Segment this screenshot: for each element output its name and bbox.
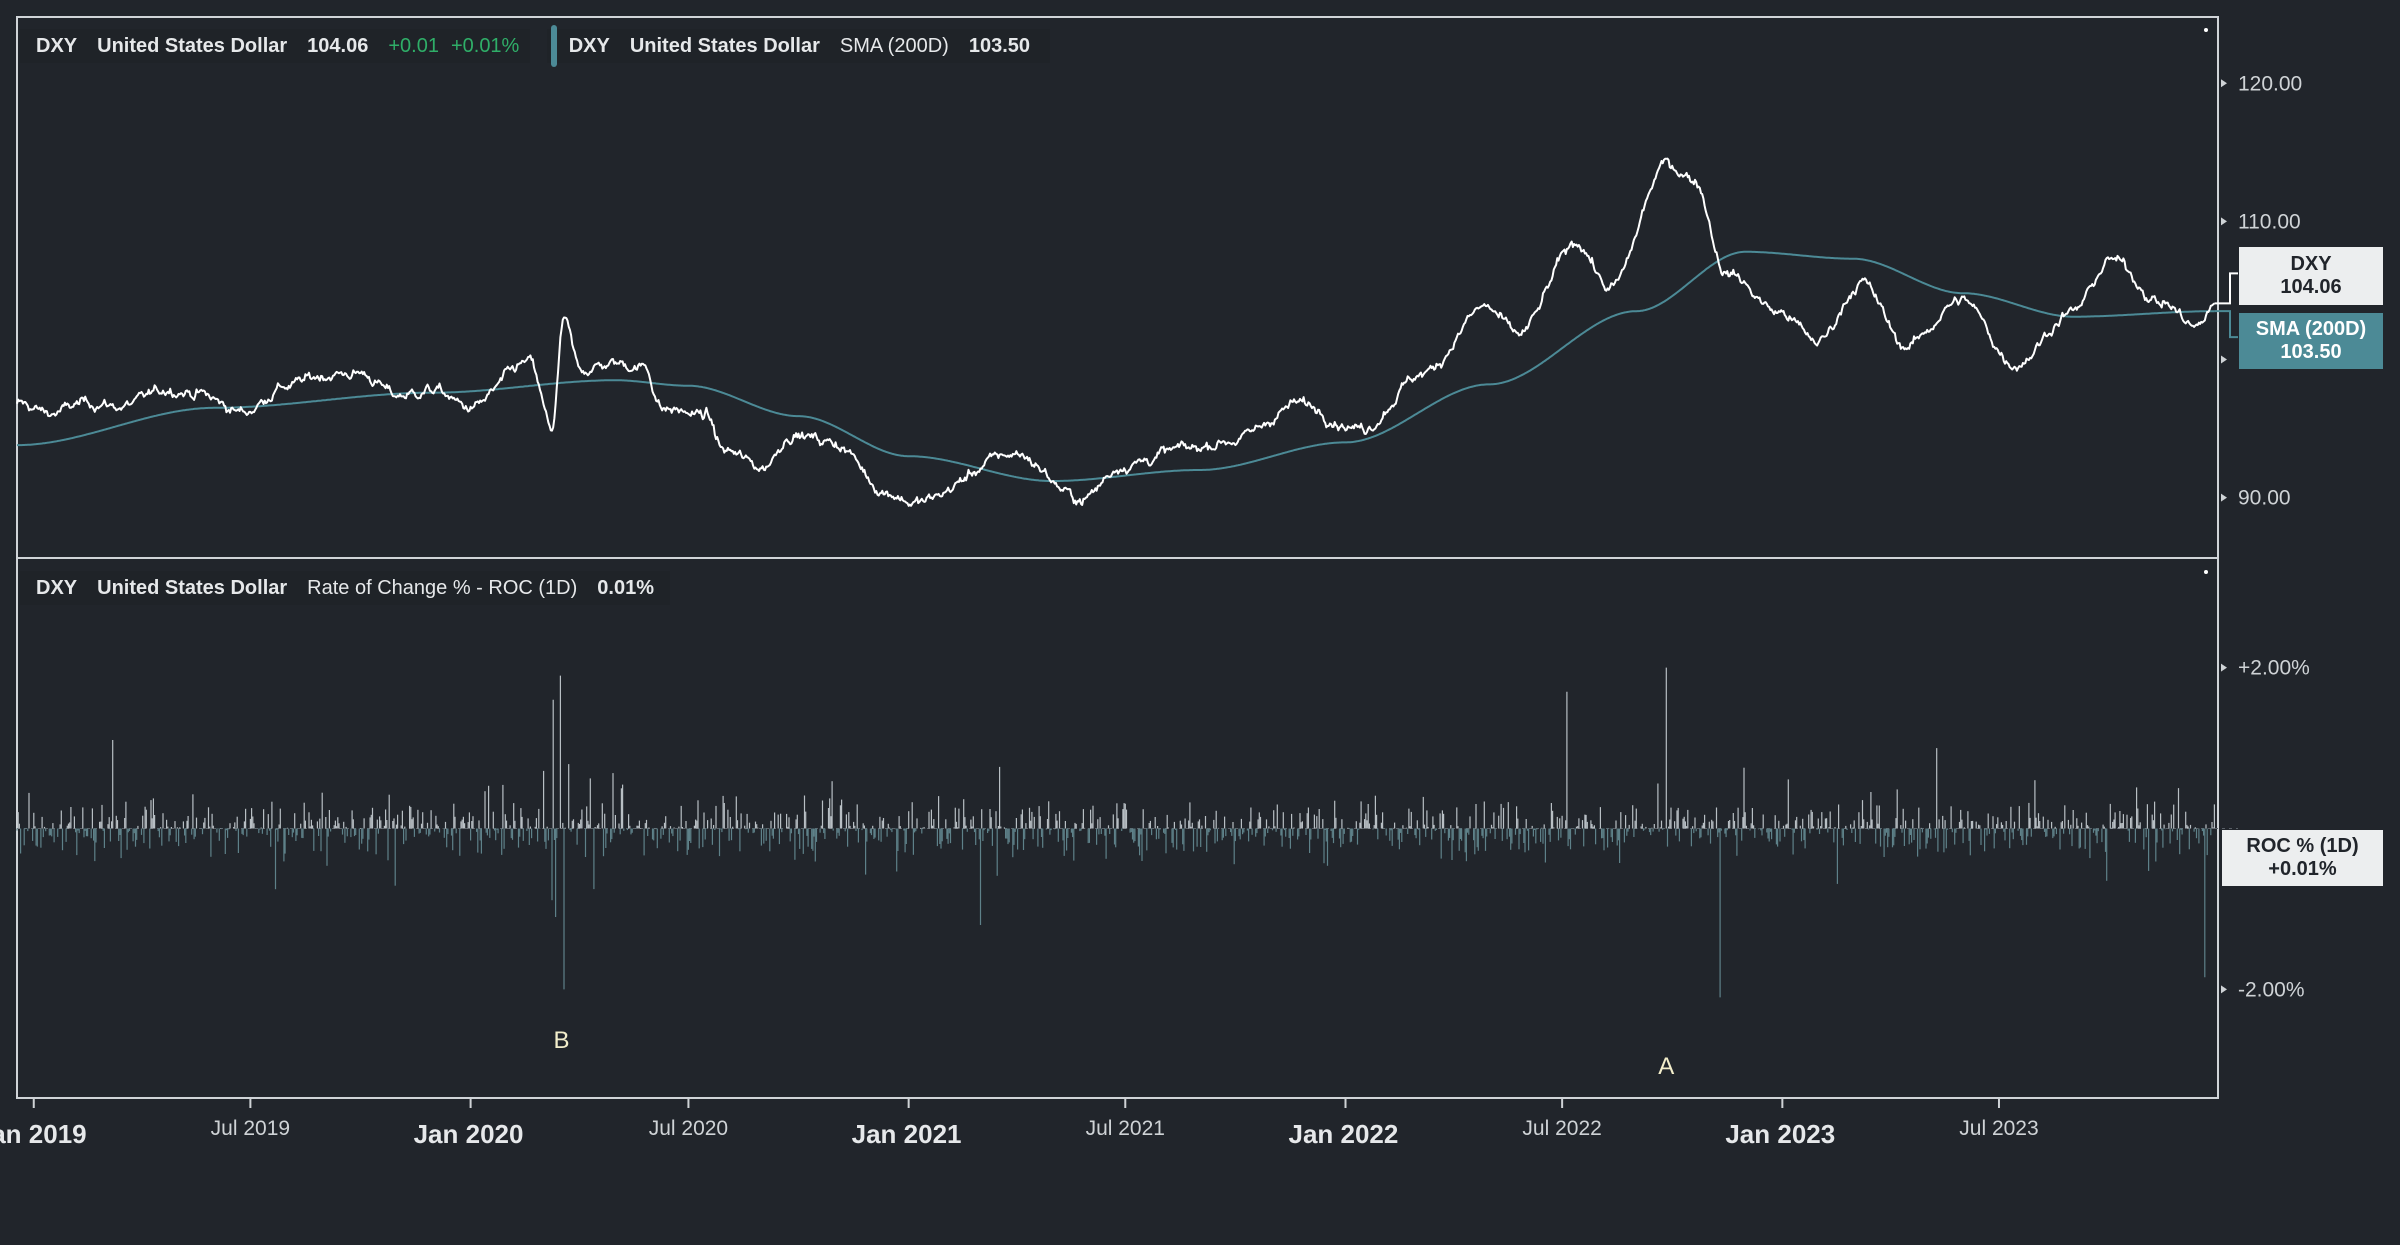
roc-legend-ticker: DXY	[36, 576, 78, 599]
price-ytick-label: 90.00	[2238, 487, 2291, 510]
price-legend-change: +0.01	[388, 34, 439, 57]
price-ytick-marker	[2221, 493, 2227, 502]
x-tick-label: Jan 2021	[852, 1119, 962, 1149]
roc-legend-value: 0.01%	[597, 576, 654, 599]
price-last-connector	[2214, 272, 2238, 305]
price-legend-ticker: DXY	[36, 34, 78, 57]
price-tag: DXY 104.06	[2239, 247, 2383, 305]
sma-series-line	[17, 250, 2215, 482]
panel-corner-dot	[2204, 28, 2208, 32]
sma-legend[interactable]: DXY United States Dollar SMA (200D) 103.…	[547, 25, 1050, 67]
price-ytick-marker	[2221, 355, 2227, 364]
x-tick-label: Jul 2023	[1959, 1117, 2038, 1140]
price-legend-change-pct: +0.01%	[450, 34, 520, 57]
roc-bars-group	[16, 667, 2215, 998]
roc-legend-indicator: Rate of Change % - ROC (1D)	[307, 576, 578, 599]
roc-ytick-marker	[2221, 985, 2227, 994]
price-tag-value: 104.06	[2280, 276, 2342, 298]
panel-corner-dot	[2204, 570, 2208, 574]
x-tick-label: Jan 2020	[414, 1119, 524, 1149]
sma-legend-name: United States Dollar	[629, 34, 820, 57]
roc-ytick-marker	[2221, 663, 2227, 672]
x-tick-label: Jul 2020	[649, 1117, 728, 1140]
price-series-line	[16, 157, 2216, 507]
x-tick-label: Jan 2019	[0, 1119, 87, 1149]
sma-tag: SMA (200D) 103.50	[2239, 313, 2383, 369]
roc-tag-value: +0.01%	[2268, 858, 2337, 880]
price-ytick-label: 110.00	[2238, 210, 2301, 233]
price-tag-label: DXY	[2290, 253, 2332, 275]
price-ytick-marker	[2221, 79, 2227, 88]
sma-tag-label: SMA (200D)	[2255, 318, 2367, 340]
roc-legend-name: United States Dollar	[97, 576, 288, 599]
sma-legend-swatch	[551, 25, 557, 67]
sma-last-connector	[2214, 310, 2238, 339]
annotation-a: A	[1658, 1053, 1674, 1080]
roc-tag-label: ROC % (1D)	[2246, 835, 2359, 857]
roc-ytick-label: +2.00%	[2238, 657, 2310, 680]
price-legend-name: United States Dollar	[97, 34, 288, 57]
price-legend-value: 104.06	[307, 34, 369, 57]
sma-legend-value: 103.50	[968, 34, 1030, 57]
x-tick-label: Jan 2023	[1725, 1119, 1835, 1149]
roc-legend[interactable]: DXY United States Dollar Rate of Change …	[20, 571, 670, 605]
annotation-b: B	[554, 1027, 570, 1054]
x-tick-label: Jan 2022	[1288, 1119, 1398, 1149]
roc-ytick-label: -2.00%	[2238, 978, 2305, 1001]
price-ytick-label: 120.00	[2238, 72, 2302, 95]
sma-tag-value: 103.50	[2280, 341, 2342, 363]
price-legend[interactable]: DXY United States Dollar 104.06 +0.01 +0…	[20, 29, 530, 63]
x-tick-label: Jul 2022	[1522, 1117, 1601, 1140]
roc-tag: ROC % (1D) +0.01%	[2222, 830, 2383, 886]
x-tick-label: Jul 2019	[211, 1117, 290, 1140]
price-ytick-marker	[2221, 217, 2227, 226]
sma-legend-indicator: SMA (200D)	[839, 34, 949, 57]
sma-legend-ticker: DXY	[568, 34, 610, 57]
x-tick-label: Jul 2021	[1086, 1117, 1165, 1140]
